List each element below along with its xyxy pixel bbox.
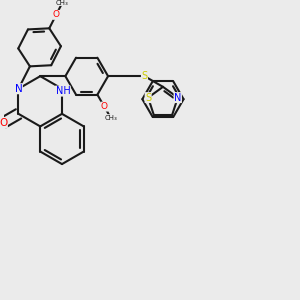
Text: O: O — [0, 118, 8, 128]
Text: S: S — [141, 71, 148, 81]
Text: NH: NH — [56, 86, 70, 96]
Text: N: N — [15, 84, 22, 94]
Text: S: S — [145, 93, 151, 103]
Text: O: O — [101, 102, 108, 111]
Text: O: O — [52, 11, 60, 20]
Text: CH₃: CH₃ — [56, 0, 69, 6]
Text: N: N — [174, 93, 182, 103]
Text: CH₃: CH₃ — [104, 115, 117, 121]
